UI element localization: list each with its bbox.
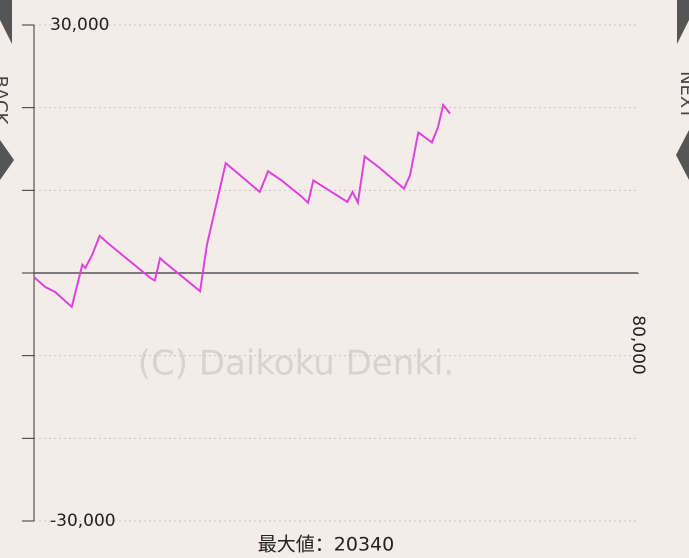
max-label: 最大値：20340 xyxy=(258,534,394,556)
next-arrow[interactable] xyxy=(677,0,689,44)
y-tick-label: -30,000 xyxy=(50,511,116,531)
watermark: (C) Daikoku Denki. xyxy=(138,344,454,384)
y-tick-label: 30,000 xyxy=(50,15,109,35)
line-series xyxy=(33,102,451,309)
back-arrow[interactable] xyxy=(0,0,12,44)
next-label[interactable]: NEXT xyxy=(676,71,689,120)
x-tick-label: 80,000 xyxy=(628,315,648,374)
back-arrow[interactable] xyxy=(0,140,14,180)
back-label[interactable]: BACK xyxy=(0,76,11,126)
next-arrow[interactable] xyxy=(676,130,689,180)
